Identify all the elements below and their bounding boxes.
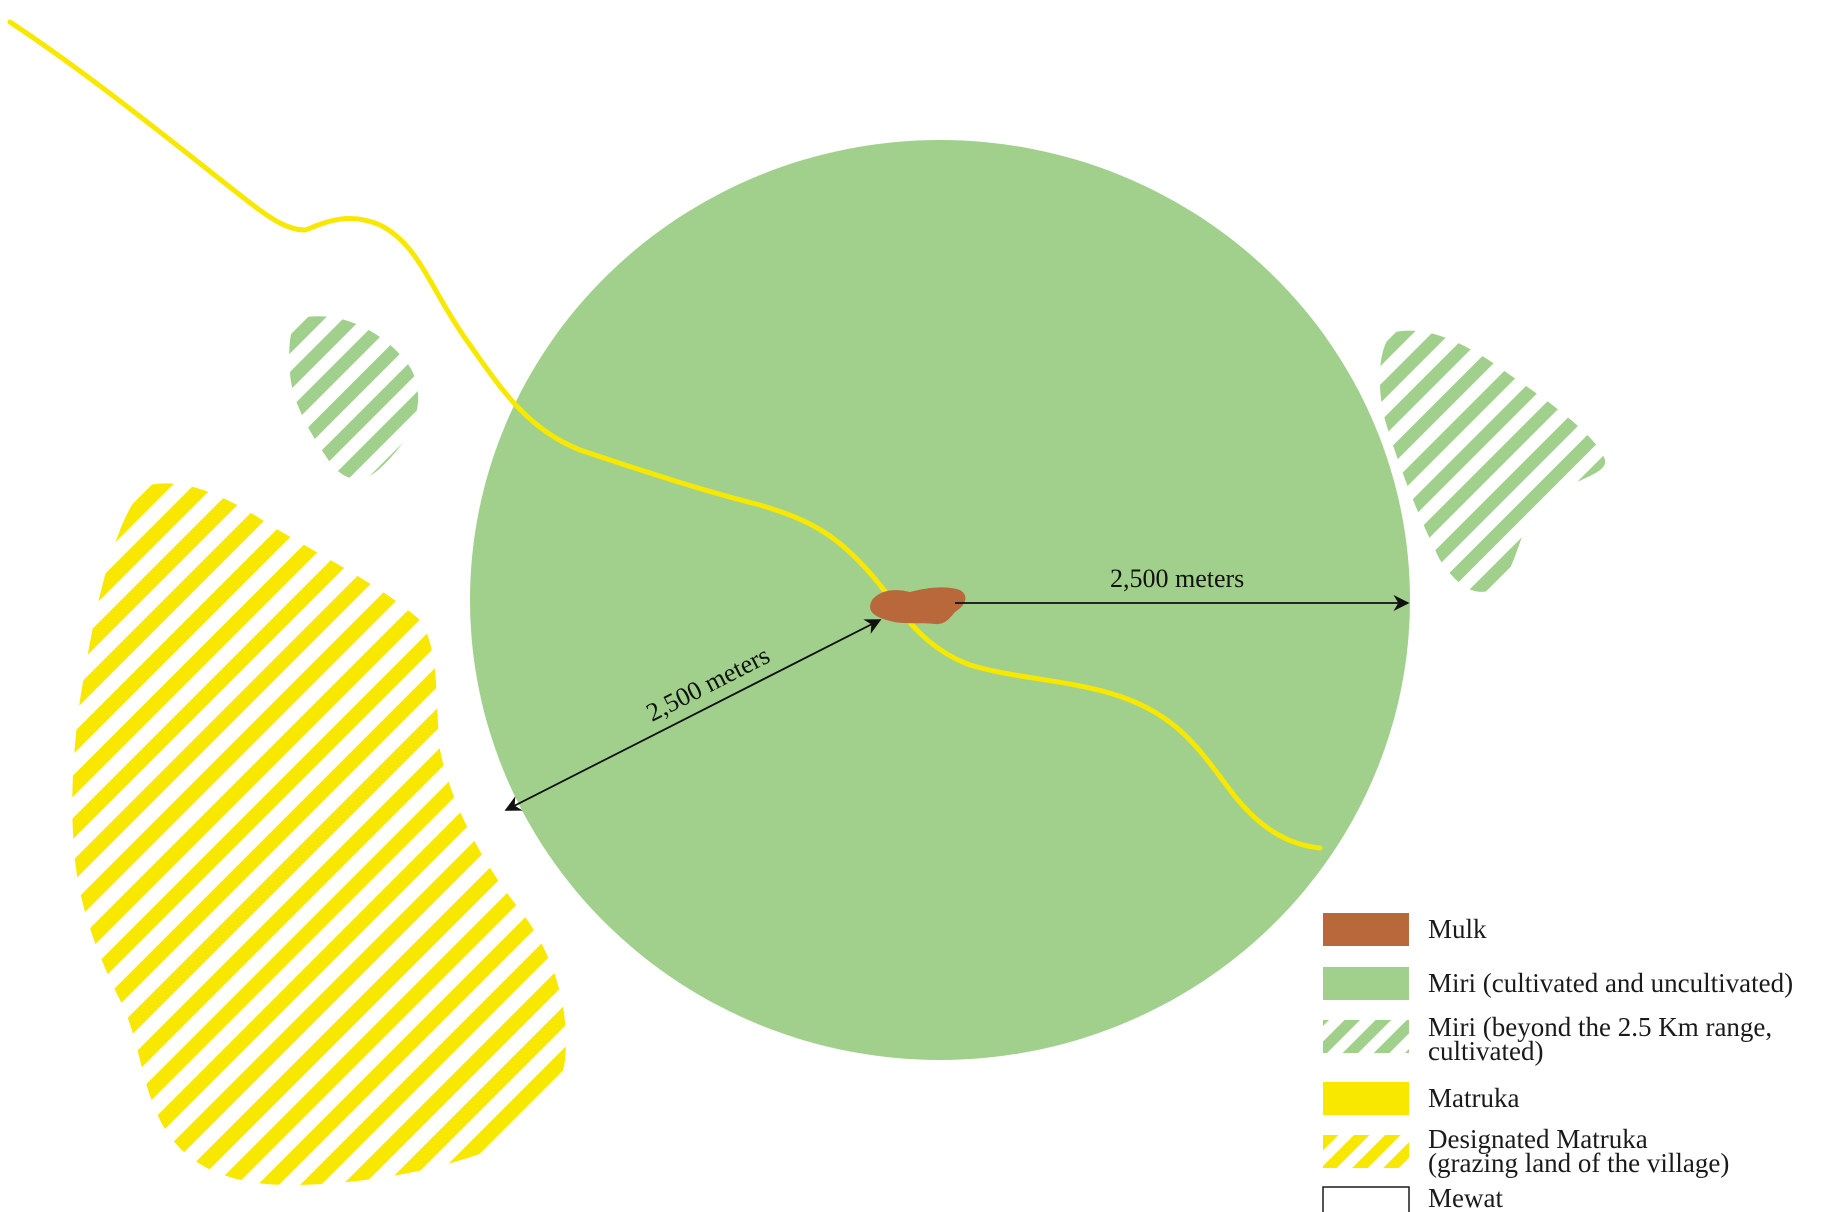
legend-item-matruka: Matruka: [1323, 1082, 1519, 1115]
legend-swatch-matruka: [1323, 1082, 1409, 1115]
legend-item-designated-matruka: Designated Matruka (grazing land of the …: [1323, 1124, 1729, 1178]
designated-matruka-region: [72, 483, 566, 1185]
legend-label-miri-beyond-line1: Miri (beyond the 2.5 Km range,: [1428, 1012, 1772, 1042]
road-line: [7, 19, 1323, 851]
mulk-settlement: [870, 587, 966, 625]
legend-item-mulk: Mulk: [1323, 913, 1487, 946]
legend-swatch-miri-beyond: [1323, 1020, 1409, 1053]
legend-item-miri-beyond: Miri (beyond the 2.5 Km range, cultivate…: [1323, 1012, 1772, 1066]
legend-label-miri: Miri (cultivated and uncultivated): [1428, 968, 1793, 998]
legend-swatch-miri: [1323, 967, 1409, 1000]
miri-beyond-region-left: [289, 316, 419, 479]
legend-swatch-designated-matruka: [1323, 1135, 1409, 1168]
legend-label-mewat: Mewat: [1428, 1183, 1503, 1212]
legend-label-mulk: Mulk: [1428, 914, 1487, 944]
legend-swatch-mewat: [1322, 1186, 1410, 1212]
legend-item-mewat: Mewat: [1322, 1183, 1503, 1212]
legend-label-matruka: Matruka: [1428, 1083, 1519, 1113]
legend-item-miri: Miri (cultivated and uncultivated): [1323, 967, 1793, 1000]
radius-label-right: 2,500 meters: [1110, 564, 1244, 593]
miri-beyond-region-right: [1379, 330, 1606, 592]
legend-label-designated-matruka-line2: (grazing land of the village): [1428, 1148, 1729, 1178]
legend: Mulk Miri (cultivated and uncultivated) …: [1322, 913, 1793, 1212]
legend-label-designated-matruka-line1: Designated Matruka: [1428, 1124, 1648, 1154]
radius-arrow-lower-left: [504, 619, 882, 811]
legend-swatch-mulk: [1323, 913, 1409, 946]
legend-label-miri-beyond-line2: cultivated): [1428, 1036, 1543, 1066]
